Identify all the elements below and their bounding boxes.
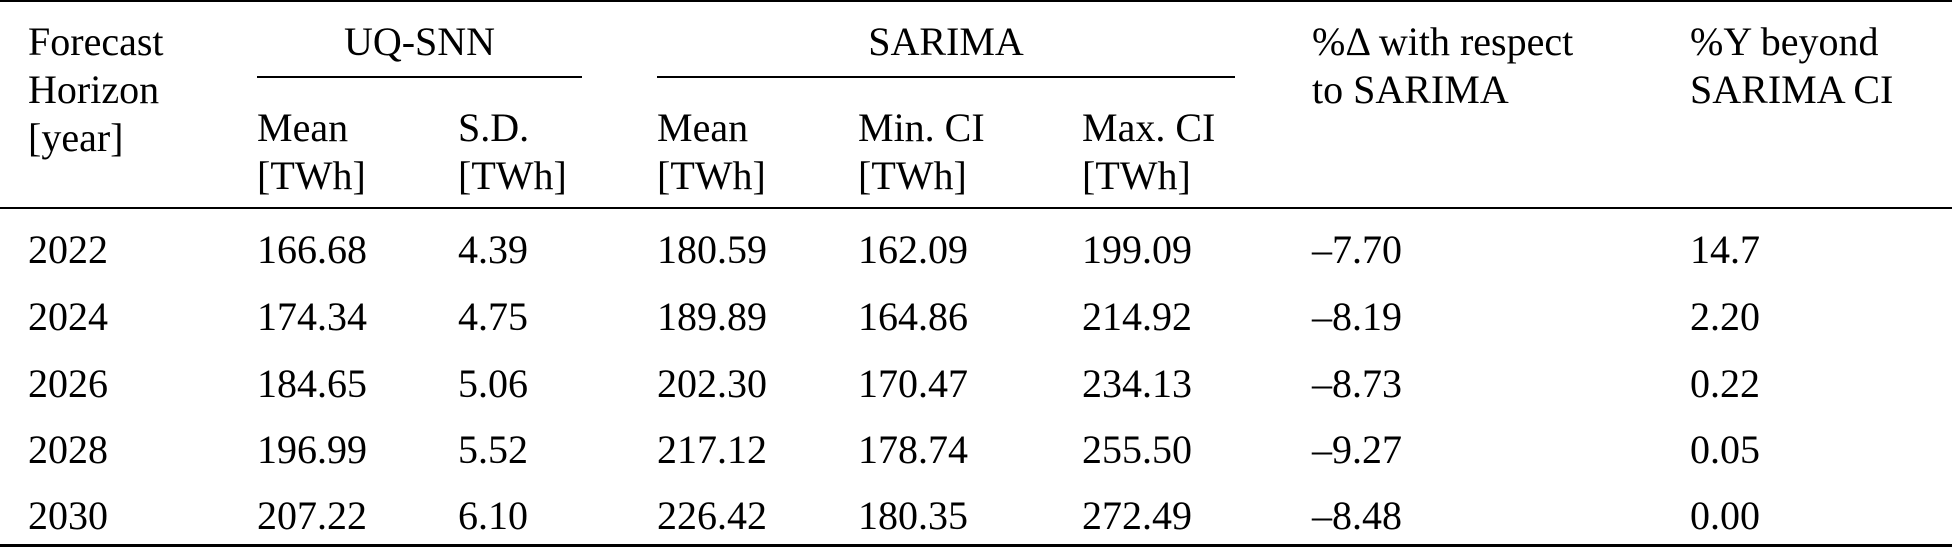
cell-sarima-mean: 180.59 xyxy=(657,227,767,272)
header-pct-delta-line-2: to SARIMA xyxy=(1312,67,1509,112)
subheader-uq-mean-line-2: [TWh] xyxy=(257,153,366,198)
subheader-uq-mean: Mean [TWh] xyxy=(257,104,366,200)
header-pct-y: %Y beyond SARIMA CI xyxy=(1690,18,1893,114)
cell-uq-sd: 5.06 xyxy=(458,361,528,406)
cell-pct-delta: –7.70 xyxy=(1312,227,1402,272)
cell-uq-mean: 207.22 xyxy=(257,493,367,538)
cell-uq-sd: 6.10 xyxy=(458,493,528,538)
subheader-uq-sd-line-2: [TWh] xyxy=(458,153,567,198)
cell-sarima-mean: 217.12 xyxy=(657,427,767,472)
subheader-sarima-mean-line-2: [TWh] xyxy=(657,153,766,198)
cell-sarima-mean: 189.89 xyxy=(657,294,767,339)
cell-sarima-mean: 226.42 xyxy=(657,493,767,538)
subheader-sarima-max-ci-line-2: [TWh] xyxy=(1082,153,1191,198)
header-sarima: SARIMA xyxy=(868,19,1024,64)
cell-year: 2024 xyxy=(28,294,108,339)
cell-year: 2030 xyxy=(28,493,108,538)
cell-pct-y: 0.00 xyxy=(1690,493,1760,538)
cell-pct-y: 2.20 xyxy=(1690,294,1760,339)
cell-min-ci: 170.47 xyxy=(858,361,968,406)
cell-pct-delta: –8.48 xyxy=(1312,493,1402,538)
subheader-uq-sd-line-1: S.D. xyxy=(458,105,530,150)
cell-max-ci: 255.50 xyxy=(1082,427,1192,472)
cell-uq-mean: 174.34 xyxy=(257,294,367,339)
subheader-sarima-mean-line-1: Mean xyxy=(657,105,749,150)
cell-min-ci: 162.09 xyxy=(858,227,968,272)
subheader-uq-sd: S.D. [TWh] xyxy=(458,104,567,200)
cell-pct-delta: –8.73 xyxy=(1312,361,1402,406)
cell-uq-sd: 4.75 xyxy=(458,294,528,339)
cell-year: 2026 xyxy=(28,361,108,406)
header-forecast-line-2: Horizon xyxy=(28,67,160,112)
subheader-sarima-min-ci-line-2: [TWh] xyxy=(858,153,967,198)
header-forecast-horizon: Forecast Horizon [year] xyxy=(28,18,164,162)
cell-max-ci: 199.09 xyxy=(1082,227,1192,272)
header-bottom-rule xyxy=(0,207,1952,209)
cell-pct-delta: –8.19 xyxy=(1312,294,1402,339)
subheader-sarima-min-ci-line-1: Min. CI xyxy=(858,105,985,150)
cell-pct-y: 0.05 xyxy=(1690,427,1760,472)
cell-uq-mean: 166.68 xyxy=(257,227,367,272)
bottom-rule xyxy=(0,544,1952,547)
cell-uq-mean: 196.99 xyxy=(257,427,367,472)
cell-uq-mean: 184.65 xyxy=(257,361,367,406)
uq-snn-group-rule xyxy=(257,76,582,78)
cell-min-ci: 164.86 xyxy=(858,294,968,339)
header-pct-y-line-1: %Y beyond xyxy=(1690,19,1879,64)
cell-pct-y: 14.7 xyxy=(1690,227,1760,272)
cell-min-ci: 180.35 xyxy=(858,493,968,538)
header-forecast-line-1: Forecast xyxy=(28,19,164,64)
cell-uq-sd: 4.39 xyxy=(458,227,528,272)
header-pct-delta-line-1: %Δ with respect xyxy=(1312,19,1574,64)
cell-pct-y: 0.22 xyxy=(1690,361,1760,406)
cell-year: 2028 xyxy=(28,427,108,472)
header-pct-y-line-2: SARIMA CI xyxy=(1690,67,1894,112)
subheader-sarima-max-ci: Max. CI [TWh] xyxy=(1082,104,1215,200)
cell-sarima-mean: 202.30 xyxy=(657,361,767,406)
header-uq-snn: UQ-SNN xyxy=(343,19,496,64)
subheader-sarima-mean: Mean [TWh] xyxy=(657,104,766,200)
sarima-group-rule xyxy=(657,76,1235,78)
subheader-sarima-min-ci: Min. CI [TWh] xyxy=(858,104,985,200)
cell-pct-delta: –9.27 xyxy=(1312,427,1402,472)
cell-year: 2022 xyxy=(28,227,108,272)
header-pct-delta: %Δ with respect to SARIMA xyxy=(1312,18,1573,114)
subheader-sarima-max-ci-line-1: Max. CI xyxy=(1082,105,1216,150)
cell-min-ci: 178.74 xyxy=(858,427,968,472)
cell-uq-sd: 5.52 xyxy=(458,427,528,472)
subheader-uq-mean-line-1: Mean xyxy=(257,105,349,150)
cell-max-ci: 234.13 xyxy=(1082,361,1192,406)
top-rule xyxy=(0,0,1952,2)
cell-max-ci: 272.49 xyxy=(1082,493,1192,538)
header-forecast-line-3: [year] xyxy=(28,115,124,160)
cell-max-ci: 214.92 xyxy=(1082,294,1192,339)
